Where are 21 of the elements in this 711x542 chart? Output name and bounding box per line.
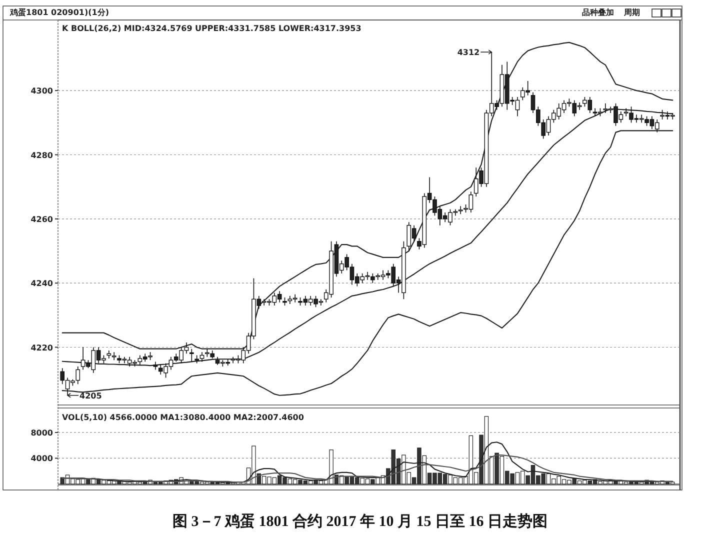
y-tick-label: 4220	[30, 343, 54, 352]
line-series	[62, 42, 674, 350]
annotation: 4205	[80, 391, 102, 400]
y-tick-label: 4260	[30, 214, 54, 224]
y-tick-label: 4240	[30, 279, 54, 288]
annotation: K BOLL(26,2) MID:4324.5769 UPPER:4331.7585 LOWER:4317.3953	[62, 24, 362, 33]
y-tick-label: 4000	[30, 454, 54, 464]
candlestick	[106, 350, 112, 359]
candlestick	[458, 206, 463, 215]
text: 图 3－7 鸡蛋 1801 合约 2017 年 10 月 15 日至 16 日走势图	[172, 513, 548, 530]
annotation: VOL(5,10) 4566.0000 MA1:3080.4000 MA2:2007.4600	[62, 413, 304, 422]
annotation: 4312	[457, 48, 480, 58]
y-tick-label: 4280	[30, 150, 54, 160]
y-tick-label: 8000	[30, 428, 54, 438]
y-tick-label: 4300	[30, 86, 54, 96]
candlestick	[200, 352, 204, 362]
text: 鸡蛋1801 020901)(1分)	[9, 8, 109, 17]
text: 周期	[623, 8, 640, 17]
candlestick	[189, 348, 194, 362]
candlestick	[76, 366, 80, 385]
text: 品种叠加	[582, 8, 614, 17]
